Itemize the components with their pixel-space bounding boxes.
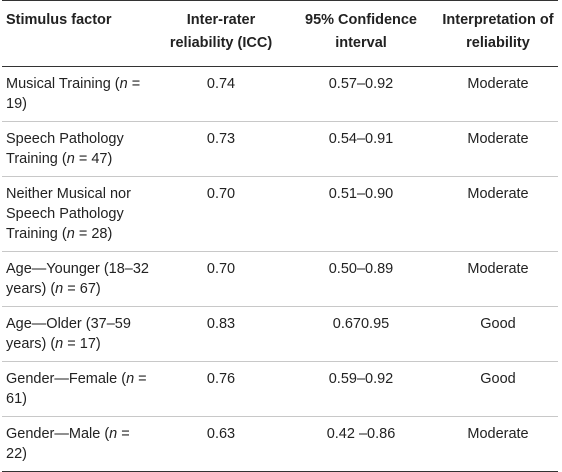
- cell-stimulus-factor: Age—Younger (18–32 years) (n = 67): [2, 252, 158, 307]
- table-row: Age—Younger (18–32 years) (n = 67) 0.70 …: [2, 252, 558, 307]
- cell-interpretation: Moderate: [467, 186, 529, 202]
- cell-icc: 0.63: [206, 426, 236, 442]
- table-row: Musical Training (n = 19) 0.74 0.57–0.92…: [2, 67, 558, 122]
- factor-count: = 61): [6, 371, 147, 407]
- cell-interpretation: Moderate: [467, 76, 529, 92]
- n-symbol: n: [119, 76, 128, 92]
- cell-icc: 0.73: [206, 131, 236, 147]
- cell-stimulus-factor: Gender—Male (n = 22): [2, 417, 158, 472]
- cell-interpretation: Moderate: [467, 426, 529, 442]
- factor-label: Age—Older (37–59 years) (: [6, 316, 131, 352]
- factor-label: Neither Musical nor Speech Pathology Tra…: [6, 186, 131, 242]
- factor-count: = 19): [6, 76, 141, 112]
- factor-count: = 17): [63, 336, 101, 352]
- cell-confidence-interval: 0.670.95: [332, 316, 390, 332]
- table-row: Neither Musical nor Speech Pathology Tra…: [2, 177, 558, 252]
- header-confidence-interval: 95% Confidence interval: [305, 12, 417, 51]
- cell-confidence-interval: 0.59–0.92: [328, 371, 394, 387]
- table-row: Age—Older (37–59 years) (n = 17) 0.83 0.…: [2, 307, 558, 362]
- n-symbol: n: [66, 151, 75, 167]
- table-row: Speech Pathology Training (n = 47) 0.73 …: [2, 122, 558, 177]
- n-symbol: n: [109, 426, 118, 442]
- cell-stimulus-factor: Musical Training (n = 19): [2, 67, 158, 122]
- cell-icc: 0.76: [206, 371, 236, 387]
- factor-count: = 67): [63, 281, 101, 297]
- cell-icc: 0.83: [206, 316, 236, 332]
- factor-label: Gender—Female (: [6, 371, 127, 387]
- table-body: Musical Training (n = 19) 0.74 0.57–0.92…: [2, 67, 558, 472]
- cell-confidence-interval: 0.42 –0.86: [326, 426, 396, 442]
- factor-label: Gender—Male (: [6, 426, 110, 442]
- factor-count: = 22): [6, 426, 130, 462]
- cell-icc: 0.70: [206, 261, 236, 277]
- cell-confidence-interval: 0.50–0.89: [328, 261, 394, 277]
- factor-label: Speech Pathology Training (: [6, 131, 124, 167]
- cell-confidence-interval: 0.51–0.90: [328, 186, 394, 202]
- table-row: Gender—Male (n = 22) 0.63 0.42 –0.86 Mod…: [2, 417, 558, 472]
- factor-label: Age—Younger (18–32 years) (: [6, 261, 149, 297]
- header-icc: Inter-rater reliability (ICC): [169, 12, 273, 51]
- cell-confidence-interval: 0.57–0.92: [328, 76, 394, 92]
- cell-interpretation: Good: [480, 371, 516, 387]
- header-interpretation: Interpretation of reliability: [442, 12, 554, 51]
- table-row: Gender—Female (n = 61) 0.76 0.59–0.92 Go…: [2, 362, 558, 417]
- factor-count: = 47): [74, 151, 113, 167]
- cell-stimulus-factor: Neither Musical nor Speech Pathology Tra…: [2, 177, 158, 252]
- header-row: Stimulus factor Inter-rater reliability …: [2, 0, 558, 67]
- cell-interpretation: Good: [480, 316, 516, 332]
- cell-stimulus-factor: Gender—Female (n = 61): [2, 362, 158, 417]
- cell-stimulus-factor: Speech Pathology Training (n = 47): [2, 122, 158, 177]
- cell-icc: 0.70: [206, 186, 236, 202]
- header-stimulus-factor: Stimulus factor: [6, 12, 112, 28]
- n-symbol: n: [55, 281, 64, 297]
- n-symbol: n: [126, 371, 135, 387]
- cell-stimulus-factor: Age—Older (37–59 years) (n = 17): [2, 307, 158, 362]
- cell-icc: 0.74: [206, 76, 236, 92]
- cell-interpretation: Moderate: [467, 131, 529, 147]
- factor-label: Musical Training (: [6, 76, 120, 92]
- cell-interpretation: Moderate: [467, 261, 529, 277]
- cell-confidence-interval: 0.54–0.91: [328, 131, 394, 147]
- table-header: Stimulus factor Inter-rater reliability …: [2, 0, 558, 67]
- factor-count: = 28): [74, 226, 113, 242]
- n-symbol: n: [55, 336, 64, 352]
- n-symbol: n: [66, 226, 75, 242]
